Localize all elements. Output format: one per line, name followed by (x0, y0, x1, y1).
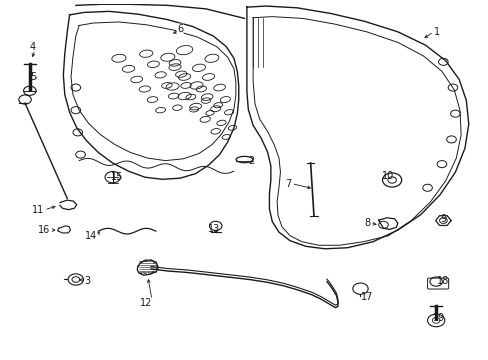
Text: 7: 7 (285, 179, 291, 189)
Text: 15: 15 (111, 172, 123, 182)
Text: 18: 18 (436, 275, 448, 285)
Text: 2: 2 (248, 156, 254, 166)
Text: 8: 8 (363, 218, 369, 228)
Text: 19: 19 (432, 313, 444, 323)
Text: 1: 1 (433, 27, 439, 37)
Text: 17: 17 (360, 292, 372, 302)
Text: 4: 4 (30, 42, 36, 51)
Text: 13: 13 (208, 224, 220, 234)
Text: 9: 9 (440, 214, 446, 224)
Text: 6: 6 (177, 24, 183, 34)
Text: 5: 5 (30, 72, 36, 82)
Text: 16: 16 (38, 225, 50, 235)
Text: 10: 10 (381, 171, 393, 181)
Text: 11: 11 (32, 205, 44, 215)
Text: 14: 14 (84, 231, 97, 241)
Text: 12: 12 (140, 298, 152, 308)
Text: 3: 3 (84, 275, 90, 285)
